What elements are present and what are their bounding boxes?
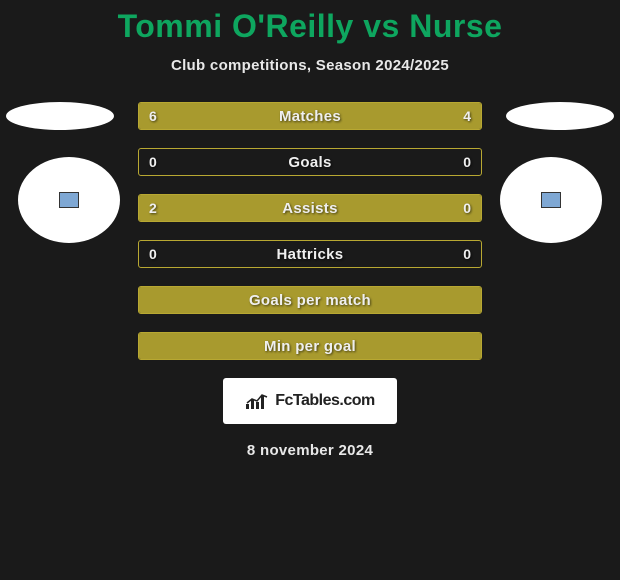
stat-bar-row: 20Assists: [138, 194, 482, 222]
right-player-badge: [500, 157, 602, 243]
stat-bar-row: 00Goals: [138, 148, 482, 176]
left-player-badge: [18, 157, 120, 243]
stat-bar-row: 64Matches: [138, 102, 482, 130]
stat-label: Goals: [139, 149, 481, 175]
logo-text: FcTables.com: [275, 392, 375, 410]
stat-bar-row: Goals per match: [138, 286, 482, 314]
stat-label: Goals per match: [139, 287, 481, 313]
stat-label: Hattricks: [139, 241, 481, 267]
left-badge-icon: [59, 192, 79, 208]
logo-chart-icon: [245, 392, 269, 410]
stat-label: Assists: [139, 195, 481, 221]
stat-label: Matches: [139, 103, 481, 129]
stat-bar-row: Min per goal: [138, 332, 482, 360]
right-player-ellipse: [506, 102, 614, 130]
subtitle: Club competitions, Season 2024/2025: [0, 57, 620, 74]
stats-bars: 64Matches 00Goals 20Assists 00Hattricks Goal…: [138, 102, 482, 360]
page-title: Tommi O'Reilly vs Nurse: [0, 0, 620, 45]
left-player-ellipse: [6, 102, 114, 130]
right-badge-icon: [541, 192, 561, 208]
content-area: 64Matches 00Goals 20Assists 00Hattricks Goal…: [0, 102, 620, 459]
date-text: 8 november 2024: [0, 442, 620, 459]
stat-bar-row: 00Hattricks: [138, 240, 482, 268]
stat-label: Min per goal: [139, 333, 481, 359]
logo-box: FcTables.com: [223, 378, 397, 424]
